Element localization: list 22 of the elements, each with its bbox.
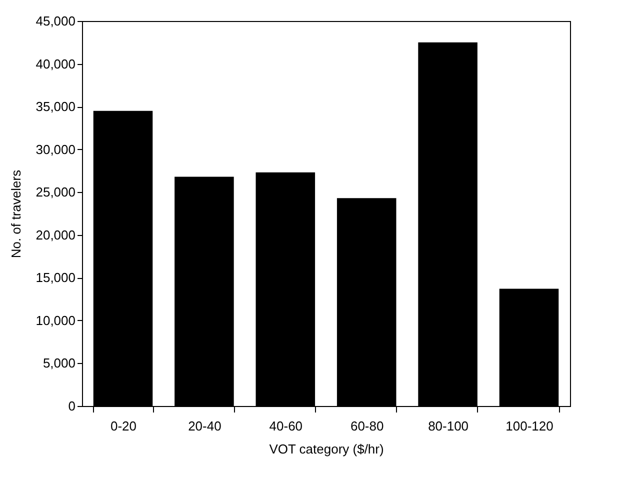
x-tick-label: 60-80: [350, 418, 384, 434]
bar: [336, 198, 396, 406]
y-tick-label: 25,000: [36, 184, 76, 200]
bar: [499, 288, 559, 406]
y-tick-label: 10,000: [36, 312, 76, 328]
bar: [174, 176, 234, 406]
x-tick-label: 40-60: [269, 418, 303, 434]
bar: [256, 172, 316, 406]
y-tick-label: 20,000: [36, 227, 76, 242]
x-tick-label: 0-20: [110, 418, 137, 434]
y-tick-label: 40,000: [36, 56, 76, 72]
x-tick-label: 80-100: [428, 418, 469, 434]
y-tick-label: 35,000: [36, 99, 76, 114]
y-tick-label: 5,000: [42, 356, 76, 371]
y-axis-title: No. of travelers: [8, 169, 24, 258]
y-tick-label: 45,000: [36, 14, 76, 28]
x-tick-label: 100-120: [506, 418, 554, 434]
y-tick-label: 0: [68, 398, 76, 414]
y-tick-label: 15,000: [36, 270, 76, 286]
x-axis-title: VOT category ($/hr): [269, 442, 384, 456]
y-tick-label: 30,000: [36, 142, 76, 157]
x-tick-label: 20-40: [188, 418, 222, 434]
